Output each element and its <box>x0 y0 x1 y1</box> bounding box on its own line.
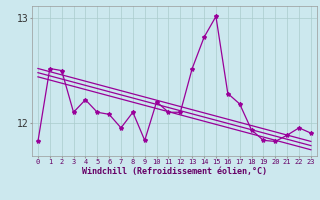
X-axis label: Windchill (Refroidissement éolien,°C): Windchill (Refroidissement éolien,°C) <box>82 167 267 176</box>
